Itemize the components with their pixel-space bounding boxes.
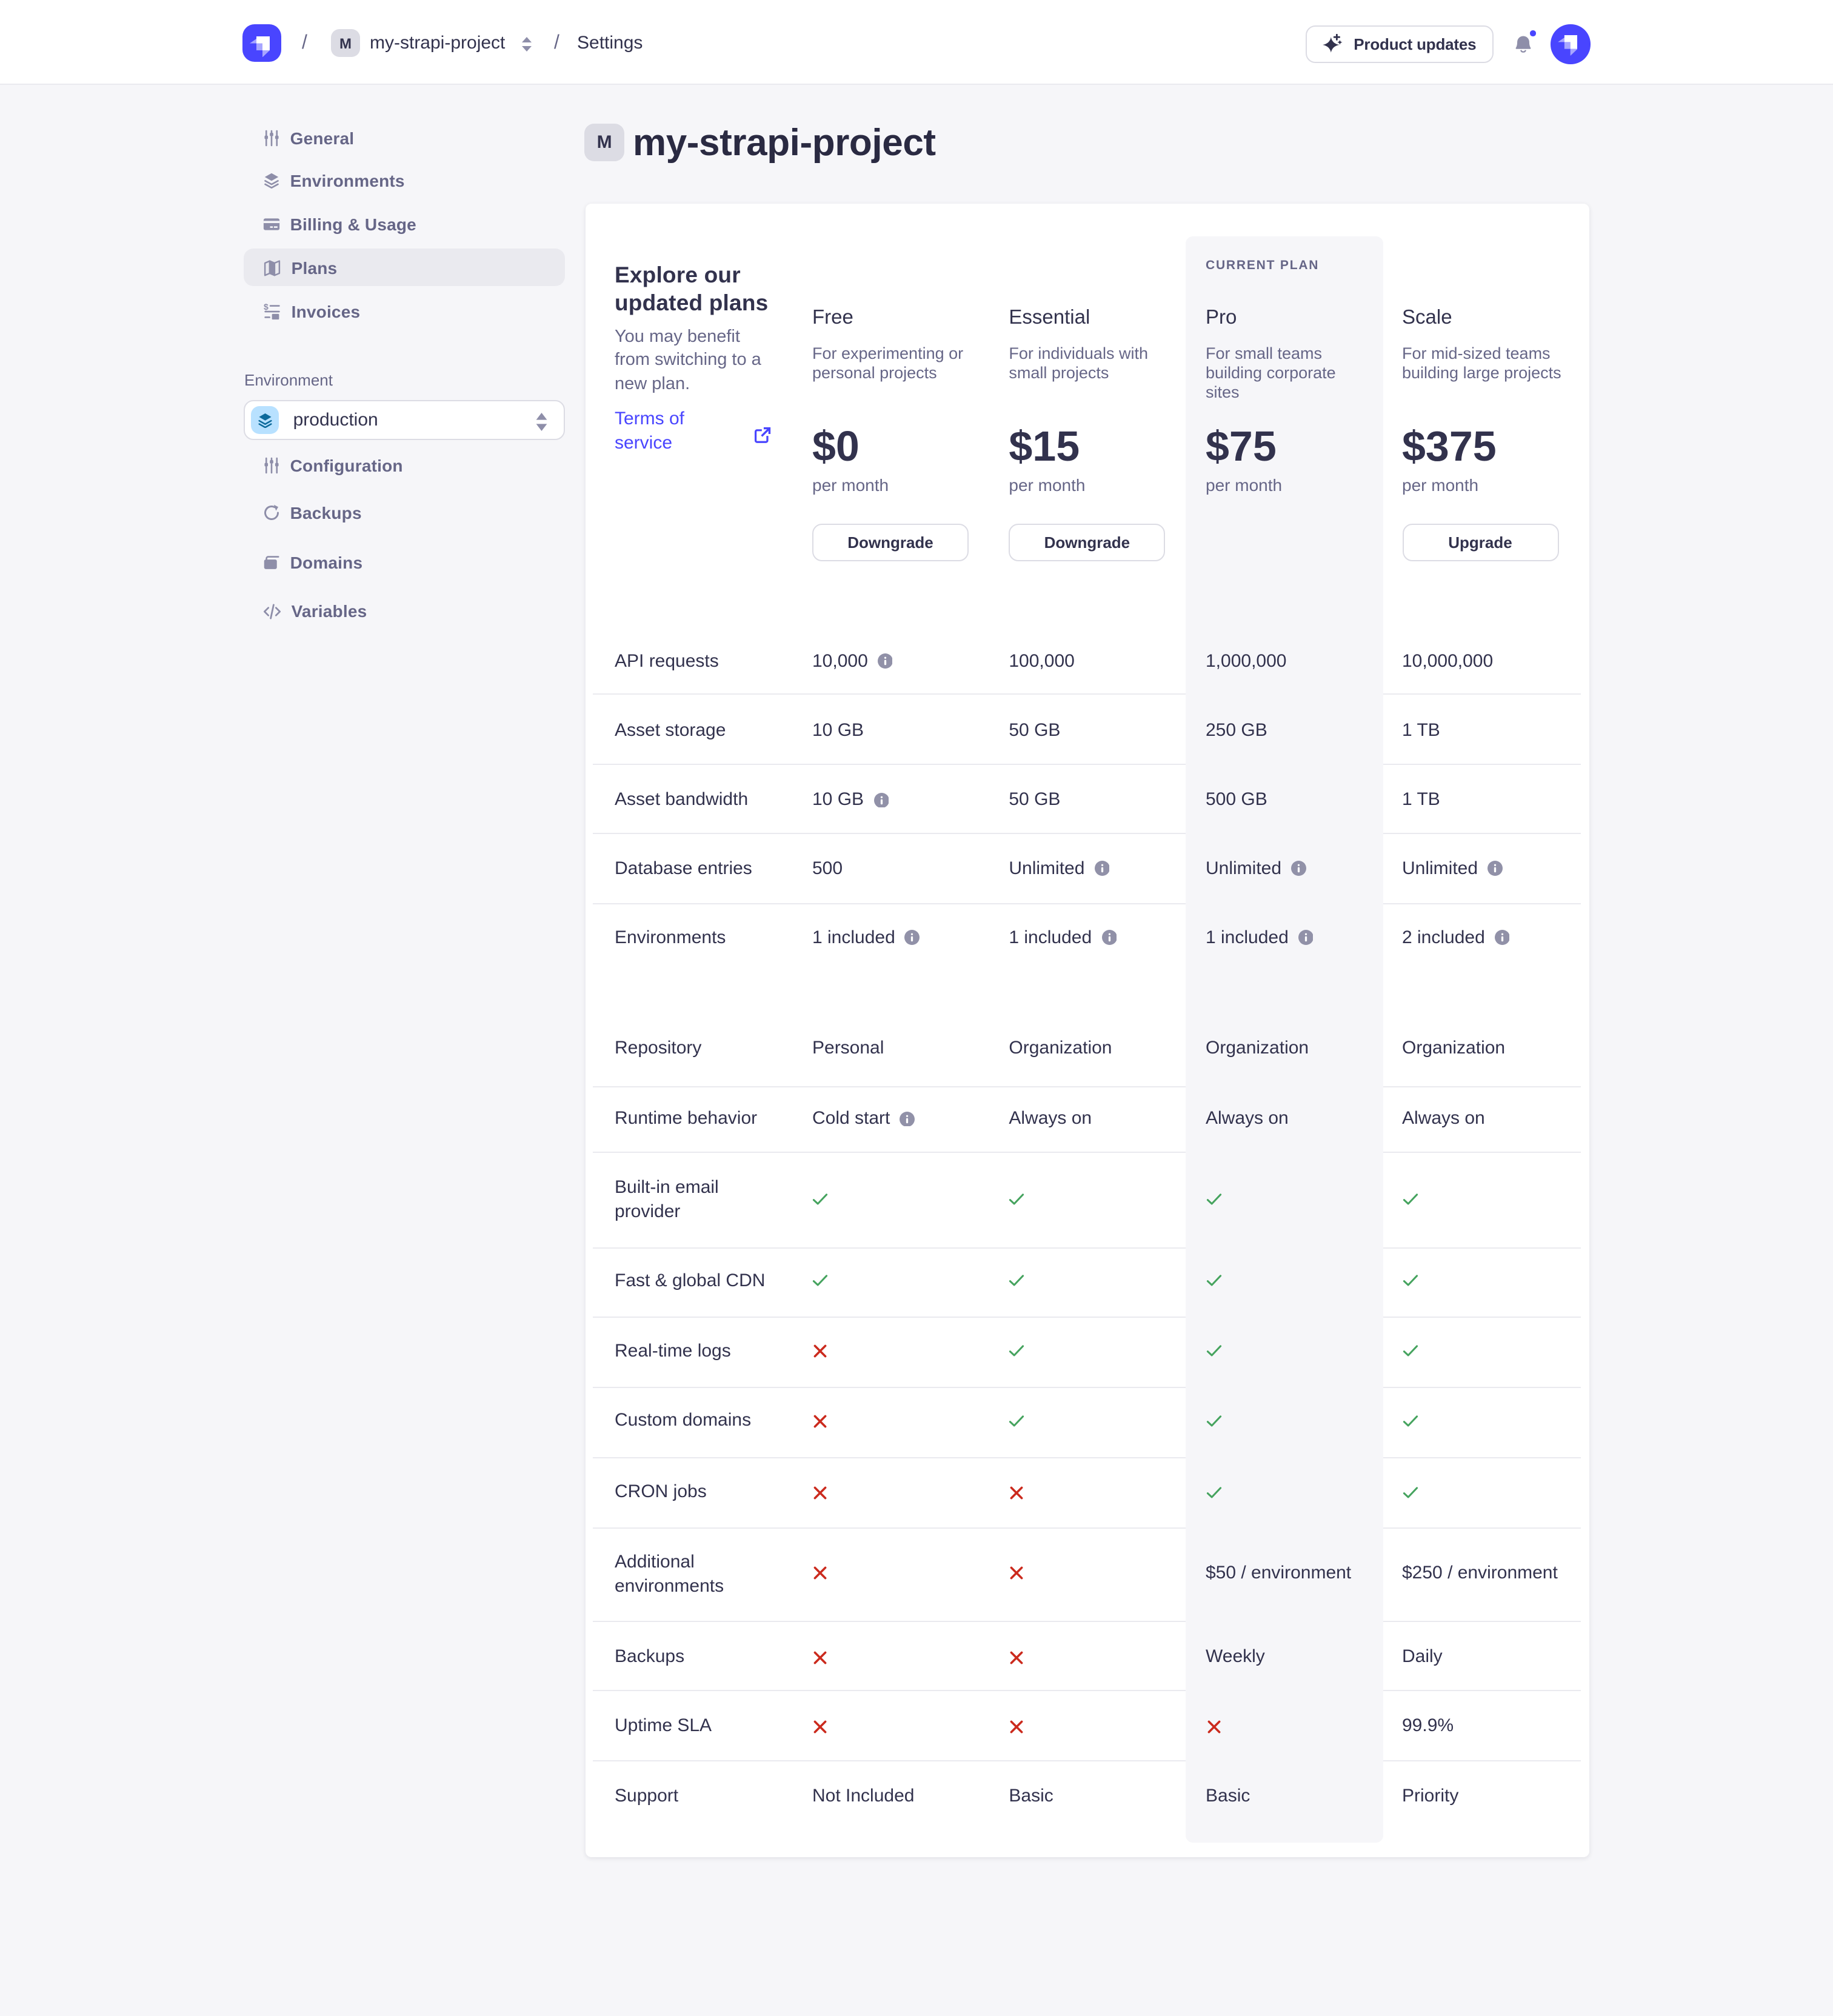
svg-text:$: $ bbox=[264, 304, 269, 312]
